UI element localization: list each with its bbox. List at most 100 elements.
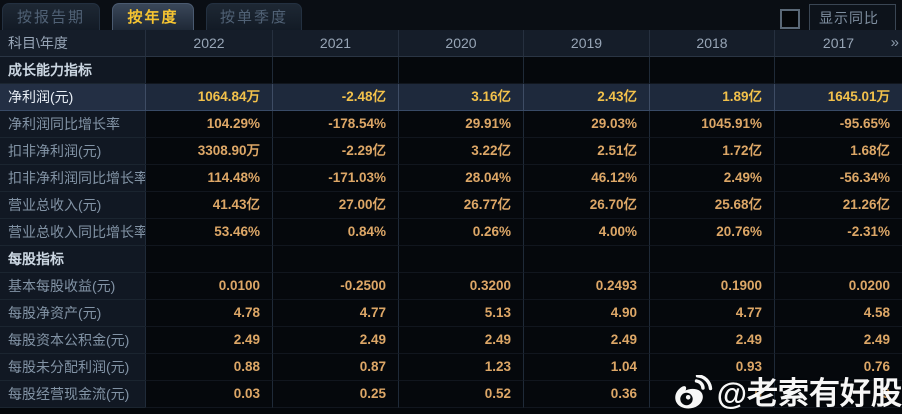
row-value: 2.51亿 bbox=[523, 138, 649, 165]
row-label: 扣非净利润同比增长率 bbox=[0, 165, 145, 192]
row-value: 27.00亿 bbox=[272, 192, 398, 219]
section-row[interactable]: 成长能力指标 bbox=[0, 57, 902, 84]
row-value: 26.77亿 bbox=[398, 192, 523, 219]
row-value: 1.04 bbox=[523, 354, 649, 381]
row-value: 0.25 bbox=[272, 381, 398, 408]
row-value: 4.00% bbox=[523, 219, 649, 246]
row-value: 29.91% bbox=[398, 111, 523, 138]
row-value: 4.78 bbox=[145, 300, 272, 327]
row-label: 营业总收入(元) bbox=[0, 192, 145, 219]
table-row[interactable]: 每股经营现金流(元) 0.03 0.25 0.52 0.36 0 9 bbox=[0, 381, 902, 408]
row-value: 9 bbox=[774, 381, 902, 408]
row-value: 2.49 bbox=[649, 327, 774, 354]
show-yoy-checkbox[interactable] bbox=[780, 8, 800, 29]
row-label: 基本每股收益(元) bbox=[0, 273, 145, 300]
row-label: 每股未分配利润(元) bbox=[0, 354, 145, 381]
row-value: 25.68亿 bbox=[649, 192, 774, 219]
table-row[interactable]: 净利润(元) 1064.84万 -2.48亿 3.16亿 2.43亿 1.89亿 1645.… bbox=[0, 84, 902, 111]
row-value: 46.12% bbox=[523, 165, 649, 192]
year-header-2018: 2018 bbox=[649, 30, 774, 57]
row-value: -56.34% bbox=[774, 165, 902, 192]
row-value: 1645.01万 bbox=[774, 84, 902, 111]
row-value bbox=[774, 57, 902, 84]
row-value: 4.58 bbox=[774, 300, 902, 327]
row-value bbox=[145, 57, 272, 84]
row-value bbox=[272, 246, 398, 273]
row-value: 0.88 bbox=[145, 354, 272, 381]
row-value: -0.2500 bbox=[272, 273, 398, 300]
row-label: 每股经营现金流(元) bbox=[0, 381, 145, 408]
row-value: 0.93 bbox=[649, 354, 774, 381]
row-value: 0.0100 bbox=[145, 273, 272, 300]
row-value: 0.84% bbox=[272, 219, 398, 246]
row-value: 2.49 bbox=[398, 327, 523, 354]
row-value: 4.77 bbox=[272, 300, 398, 327]
tab-by-report-period[interactable]: 按报告期 bbox=[2, 3, 100, 31]
row-value: 20.76% bbox=[649, 219, 774, 246]
tab-by-year[interactable]: 按年度 bbox=[112, 3, 194, 31]
table-row[interactable]: 每股净资产(元) 4.78 4.77 5.13 4.90 4.77 4.58 bbox=[0, 300, 902, 327]
section-row[interactable]: 每股指标 bbox=[0, 246, 902, 273]
row-value bbox=[398, 246, 523, 273]
row-value: 2.49 bbox=[774, 327, 902, 354]
row-value: -2.31% bbox=[774, 219, 902, 246]
row-value: -2.29亿 bbox=[272, 138, 398, 165]
row-value: 28.04% bbox=[398, 165, 523, 192]
row-value: 1.23 bbox=[398, 354, 523, 381]
table-row[interactable]: 营业总收入同比增长率 53.46% 0.84% 0.26% 4.00% 20.76% -2.… bbox=[0, 219, 902, 246]
row-value: 3.22亿 bbox=[398, 138, 523, 165]
row-value: 41.43亿 bbox=[145, 192, 272, 219]
row-value: 26.70亿 bbox=[523, 192, 649, 219]
show-yoy-label[interactable]: 显示同比 bbox=[809, 4, 896, 33]
row-label: 每股净资产(元) bbox=[0, 300, 145, 327]
row-value bbox=[523, 246, 649, 273]
row-value: 21.26亿 bbox=[774, 192, 902, 219]
row-label: 净利润同比增长率 bbox=[0, 111, 145, 138]
table-row[interactable]: 每股资本公积金(元) 2.49 2.49 2.49 2.49 2.49 2.49 bbox=[0, 327, 902, 354]
row-value bbox=[649, 246, 774, 273]
table-row[interactable]: 基本每股收益(元) 0.0100 -0.2500 0.3200 0.2493 0.1900… bbox=[0, 273, 902, 300]
row-value: 0.2493 bbox=[523, 273, 649, 300]
period-tab-bar: 按报告期 按年度 按单季度 显示同比 bbox=[0, 0, 902, 33]
table-row[interactable]: 扣非净利润(元) 3308.90万 -2.29亿 3.22亿 2.51亿 1.72亿 1.6… bbox=[0, 138, 902, 165]
row-value: -178.54% bbox=[272, 111, 398, 138]
row-value: 1.68亿 bbox=[774, 138, 902, 165]
row-label: 成长能力指标 bbox=[0, 57, 145, 84]
row-value: 3.16亿 bbox=[398, 84, 523, 111]
row-value: 114.48% bbox=[145, 165, 272, 192]
row-value: 104.29% bbox=[145, 111, 272, 138]
corner-header: 科目\年度 bbox=[0, 30, 145, 57]
row-label: 扣非净利润(元) bbox=[0, 138, 145, 165]
row-value bbox=[774, 246, 902, 273]
row-value: 0 bbox=[649, 381, 774, 408]
row-value: 1.72亿 bbox=[649, 138, 774, 165]
row-value: 0.03 bbox=[145, 381, 272, 408]
tab-by-single-quarter[interactable]: 按单季度 bbox=[206, 3, 302, 31]
row-label: 净利润(元) bbox=[0, 84, 145, 111]
row-value: 2.49 bbox=[272, 327, 398, 354]
year-header-2021: 2021 bbox=[272, 30, 398, 57]
row-value bbox=[272, 57, 398, 84]
row-value: 1.89亿 bbox=[649, 84, 774, 111]
year-header-2019: 2019 bbox=[523, 30, 649, 57]
row-value: -2.48亿 bbox=[272, 84, 398, 111]
row-value: 1064.84万 bbox=[145, 84, 272, 111]
row-value: 2.49 bbox=[523, 327, 649, 354]
row-value: 0.0200 bbox=[774, 273, 902, 300]
table-row[interactable]: 每股未分配利润(元) 0.88 0.87 1.23 1.04 0.93 0.76 bbox=[0, 354, 902, 381]
year-header-2022: 2022 bbox=[145, 30, 272, 57]
row-value: 5.13 bbox=[398, 300, 523, 327]
row-label: 每股指标 bbox=[0, 246, 145, 273]
row-value: -171.03% bbox=[272, 165, 398, 192]
row-label: 营业总收入同比增长率 bbox=[0, 219, 145, 246]
table-row[interactable]: 扣非净利润同比增长率 114.48% -171.03% 28.04% 46.12% 2.4… bbox=[0, 165, 902, 192]
table-row[interactable]: 净利润同比增长率 104.29% -178.54% 29.91% 29.03% 1045.… bbox=[0, 111, 902, 138]
row-value: 0.26% bbox=[398, 219, 523, 246]
row-value bbox=[523, 57, 649, 84]
row-value: 0.3200 bbox=[398, 273, 523, 300]
row-value bbox=[649, 57, 774, 84]
table-row[interactable]: 营业总收入(元) 41.43亿 27.00亿 26.77亿 26.70亿 25.68亿 21… bbox=[0, 192, 902, 219]
more-years-icon[interactable]: » bbox=[890, 34, 899, 51]
row-value: 0.76 bbox=[774, 354, 902, 381]
row-value: 2.49 bbox=[145, 327, 272, 354]
